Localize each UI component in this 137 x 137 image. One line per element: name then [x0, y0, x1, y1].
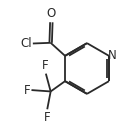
Text: Cl: Cl: [21, 37, 32, 50]
Text: F: F: [44, 111, 51, 124]
Text: F: F: [42, 59, 48, 72]
Text: N: N: [108, 49, 117, 62]
Text: F: F: [23, 84, 30, 97]
Text: O: O: [47, 7, 56, 20]
